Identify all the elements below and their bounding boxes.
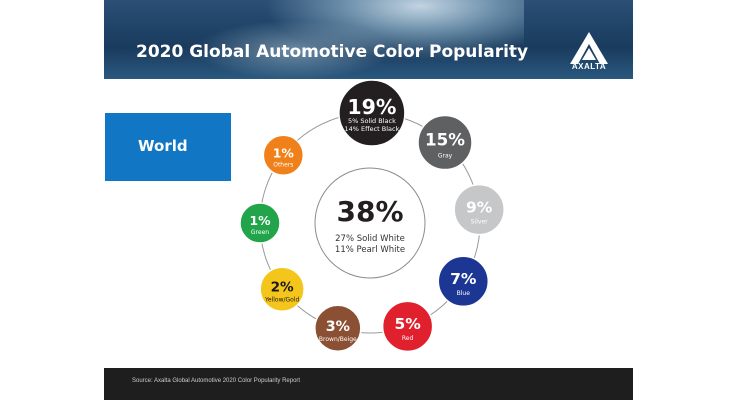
bubble-circle-others — [262, 134, 305, 177]
bubble-circle-brown-beige — [314, 304, 362, 352]
center-line-1: 27% Solid White — [335, 234, 405, 244]
bubble-label-others: Others — [273, 161, 293, 168]
bubble-circle-green — [239, 202, 281, 244]
bubble-green: 1%Green — [239, 202, 281, 244]
bubble-label-black-2: 14% Effect Black — [344, 125, 399, 133]
header-banner: 2020 Global Automotive Color Popularity … — [104, 0, 633, 79]
bubble-label-yellow-gold: Yellow/Gold — [264, 296, 299, 303]
source-note: Source: Axalta Global Automotive 2020 Co… — [132, 378, 301, 384]
bubble-silver: 9% Silver — [453, 183, 505, 236]
bubble-value-brown-beige: 3% — [326, 319, 350, 335]
bubble-circle-black — [338, 80, 406, 147]
bubble-blue: 7% Blue — [437, 255, 490, 308]
bubble-value-silver: 9% — [466, 198, 493, 216]
bubble-value-red: 5% — [394, 315, 421, 333]
center-value: 38% — [336, 195, 403, 228]
bubble-gray: 15% Gray — [417, 114, 473, 171]
bubble-label-silver: Silver — [471, 218, 488, 225]
wave-image-spray — [194, 20, 394, 79]
bubble-value-green: 1% — [249, 213, 271, 228]
bubble-label-green: Green — [251, 229, 269, 236]
region-label: World — [138, 137, 188, 155]
bubble-label-red: Red — [402, 335, 414, 342]
axalta-logo-icon — [570, 32, 608, 64]
slide: 2020 Global Automotive Color Popularity … — [104, 0, 633, 400]
bubble-brown-beige: 3%Brown/Beige — [314, 304, 362, 352]
bubble-circle-gray — [417, 114, 473, 171]
bubble-label-blue: Blue — [457, 290, 471, 297]
bubble-red: 5% Red — [381, 300, 434, 353]
region-box: World — [105, 113, 231, 181]
logo-text: AXALTA — [571, 62, 607, 71]
bubble-value-yellow-gold: 2% — [271, 280, 294, 296]
bubble-circle-blue — [437, 255, 490, 308]
bubble-label-black-1: 5% Solid Black — [348, 117, 396, 125]
footer-bar: Source: Axalta Global Automotive 2020 Co… — [104, 368, 633, 400]
center-circle — [314, 167, 426, 279]
bubble-label-gray: Gray — [438, 152, 453, 159]
bubble-circle-yellow-gold — [259, 266, 305, 312]
page-title: 2020 Global Automotive Color Popularity — [136, 42, 529, 62]
bubble-yellow-gold: 2%Yellow/Gold — [259, 266, 305, 312]
bubble-value-black: 19% — [347, 95, 396, 119]
bubble-others: 1%Others — [262, 134, 305, 177]
bubble-value-gray: 15% — [425, 130, 465, 150]
center-line-2: 11% Pearl White — [335, 245, 405, 255]
bubble-circle-silver — [453, 183, 505, 236]
bubble-label-brown-beige: Brown/Beige — [319, 336, 357, 343]
bubble-circle-red — [381, 300, 434, 353]
bubble-value-blue: 7% — [450, 270, 477, 288]
bubble-value-others: 1% — [273, 146, 295, 161]
